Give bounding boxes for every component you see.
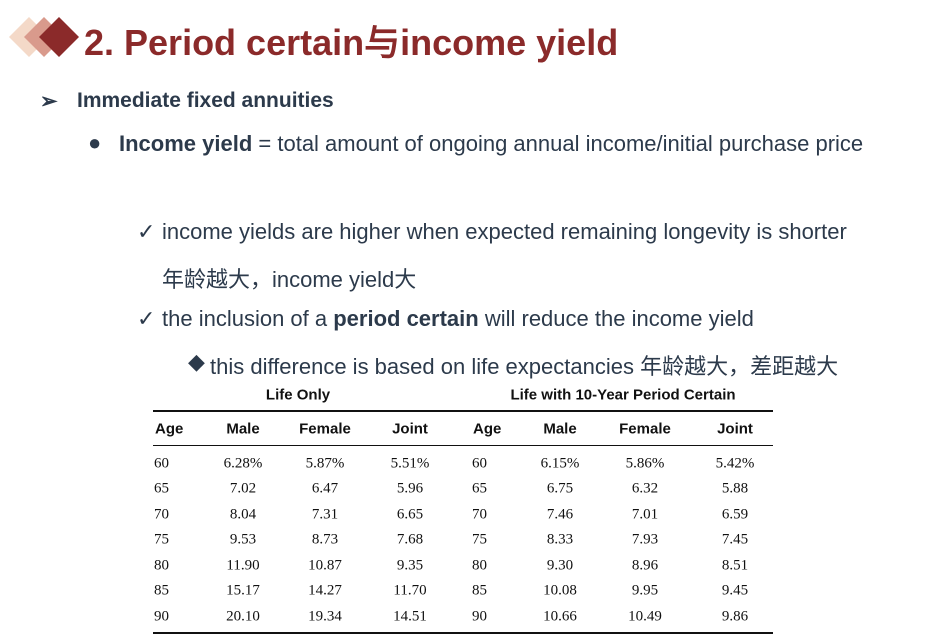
table-cell: 14.27 <box>308 582 342 599</box>
table-cell: 65 <box>472 480 487 497</box>
column-header: Age <box>155 420 184 438</box>
table-cell: 7.01 <box>631 506 659 523</box>
table-cell: 5.96 <box>396 480 424 497</box>
table-cell: 7.45 <box>721 531 749 548</box>
column-header: Joint <box>717 420 753 438</box>
table-cell: 6.15% <box>540 455 580 472</box>
arrow-bullet: ➢ <box>40 90 58 113</box>
table-cell: 5.51% <box>390 455 430 472</box>
table-cell: 14.51 <box>393 608 427 625</box>
table-cell: 6.75 <box>546 480 574 497</box>
table-cell: 5.88 <box>721 480 749 497</box>
table-rule <box>153 410 773 412</box>
bullet-note: 年龄越大，income yield大 <box>162 267 417 292</box>
bullet-text: the inclusion of a period certain will r… <box>162 306 754 332</box>
bold-text: Income yield <box>119 131 253 156</box>
table-cell: 85 <box>472 582 487 599</box>
bullet-text: this difference is based on life expecta… <box>210 354 839 379</box>
dot-bullet: ● <box>88 130 102 155</box>
table-cell: 80 <box>472 557 487 574</box>
table-cell: 10.66 <box>543 608 577 625</box>
table-cell: 65 <box>154 480 169 497</box>
table-cell: 6.47 <box>311 480 339 497</box>
table-cell: 75 <box>472 531 487 548</box>
bold-text: period certain <box>333 306 479 331</box>
text: the inclusion of a <box>162 306 334 331</box>
table-cell: 7.68 <box>396 531 424 548</box>
table-cell: 6.28% <box>223 455 263 472</box>
column-header: Female <box>619 420 671 438</box>
column-header: Male <box>543 420 577 438</box>
title-icon <box>9 17 79 57</box>
table-cell: 11.70 <box>393 582 427 599</box>
table-cell: 90 <box>154 608 169 625</box>
bullet-text: Income yield = total amount of ongoing a… <box>119 122 909 166</box>
table-cell: 10.87 <box>308 557 342 574</box>
table-cell: 5.42% <box>715 455 755 472</box>
table-cell: 8.73 <box>311 531 339 548</box>
table-cell: 7.02 <box>229 480 257 497</box>
table-cell: 8.51 <box>721 557 749 574</box>
table-cell: 7.93 <box>631 531 659 548</box>
table-cell: 80 <box>154 557 169 574</box>
table-cell: 6.32 <box>631 480 659 497</box>
table-cell: 9.86 <box>721 608 749 625</box>
table-cell: 70 <box>154 506 169 523</box>
diamond-bullet: ◆ <box>188 349 205 374</box>
table-cell: 19.34 <box>308 608 342 625</box>
table-rule <box>153 445 773 446</box>
text: will reduce the income yield <box>478 306 754 331</box>
table-cell: 60 <box>472 455 487 472</box>
table-cell: 7.31 <box>311 506 339 523</box>
table-cell: 5.87% <box>305 455 345 472</box>
table-cell: 6.65 <box>396 506 424 523</box>
bullet-text: income yields are higher when expected r… <box>162 219 847 244</box>
table-cell: 9.53 <box>229 531 257 548</box>
table-cell: 9.95 <box>631 582 659 599</box>
column-header: Age <box>473 420 502 438</box>
column-header: Joint <box>392 420 428 438</box>
table-cell: 60 <box>154 455 169 472</box>
table-cell: 11.90 <box>226 557 260 574</box>
group-header: Life with 10-Year Period Certain <box>510 386 736 404</box>
check-bullet: ✓ <box>137 219 156 244</box>
table-cell: 8.04 <box>229 506 257 523</box>
bullet-text: Immediate fixed annuities <box>77 89 334 112</box>
table-cell: 6.59 <box>721 506 749 523</box>
column-header: Male <box>226 420 260 438</box>
table-cell: 85 <box>154 582 169 599</box>
table-cell: 8.33 <box>546 531 574 548</box>
table-cell: 90 <box>472 608 487 625</box>
group-header: Life Only <box>265 386 331 404</box>
table-cell: 10.49 <box>628 608 662 625</box>
check-bullet: ✓ <box>137 306 156 331</box>
table-cell: 75 <box>154 531 169 548</box>
table-cell: 9.30 <box>546 557 574 574</box>
table-cell: 7.46 <box>546 506 574 523</box>
table-cell: 8.96 <box>631 557 659 574</box>
table-cell: 20.10 <box>226 608 260 625</box>
table-cell: 70 <box>472 506 487 523</box>
column-header: Female <box>299 420 351 438</box>
table-rule <box>153 632 773 634</box>
table-cell: 9.35 <box>396 557 424 574</box>
table-cell: 15.17 <box>226 582 260 599</box>
text: = total amount of ongoing annual income/… <box>252 131 864 156</box>
table-cell: 10.08 <box>543 582 577 599</box>
table-cell: 9.45 <box>721 582 749 599</box>
table-cell: 5.86% <box>625 455 665 472</box>
title: 2. Period certain与income yield <box>84 22 619 63</box>
